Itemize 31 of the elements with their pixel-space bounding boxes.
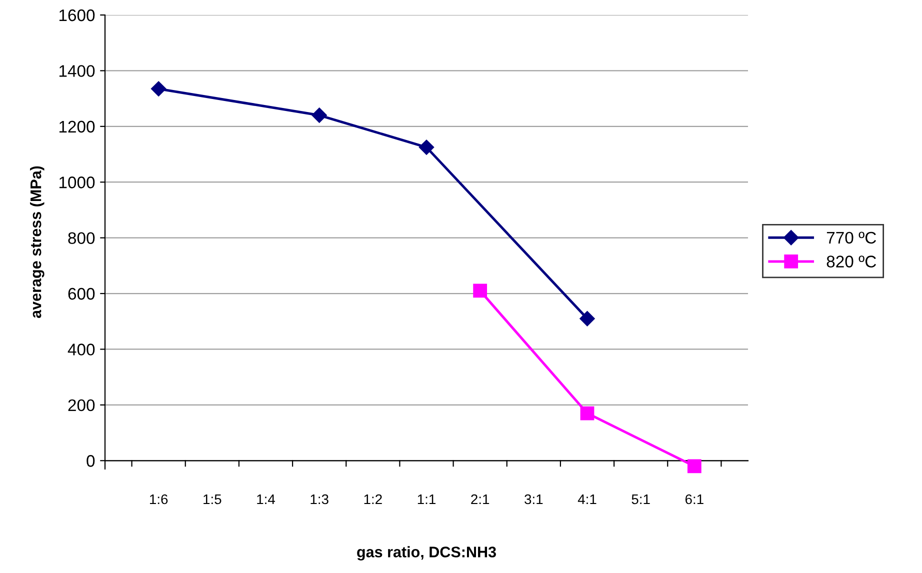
x-tick-label: 4:1 — [578, 494, 596, 504]
y-tick-label: 1200 — [59, 120, 95, 133]
x-tick-label: 1:5 — [204, 494, 222, 504]
x-tick-label: 1:6 — [150, 494, 168, 504]
y-tick-label: 200 — [68, 399, 95, 412]
y-tick-label: 800 — [68, 232, 95, 244]
y-axis-title: average stress (MPa) — [30, 166, 44, 318]
point — [312, 108, 327, 123]
y-tick-label: 400 — [68, 344, 95, 356]
y-tick-label: 1400 — [59, 65, 95, 77]
point — [418, 140, 434, 155]
legend-label: 820 ºC — [826, 256, 876, 268]
point — [151, 81, 166, 96]
x-tick-label: 5:1 — [632, 494, 650, 504]
x-tick-label: 1:2 — [364, 494, 382, 504]
y-tick-label: 1000 — [59, 176, 95, 188]
point — [580, 406, 594, 420]
x-tick-label: 6:1 — [685, 494, 704, 504]
x-tick-label: 1:4 — [257, 494, 275, 504]
point — [580, 311, 595, 326]
x-tick-label: 3:1 — [524, 494, 543, 504]
y-tick-label: 1600 — [59, 9, 95, 22]
y-tick-label: 0 — [86, 455, 95, 467]
y-tick-label: 600 — [68, 288, 95, 300]
point — [687, 459, 702, 474]
x-tick-label: 2:1 — [471, 494, 490, 504]
x-axis-title: gas ratio, DCS:NH3 — [357, 546, 496, 560]
legend-label: 770 ºC — [826, 232, 876, 244]
x-tick-label: 1:3 — [310, 494, 328, 504]
point — [473, 284, 488, 298]
x-tick-label: 1:1 — [418, 494, 436, 504]
